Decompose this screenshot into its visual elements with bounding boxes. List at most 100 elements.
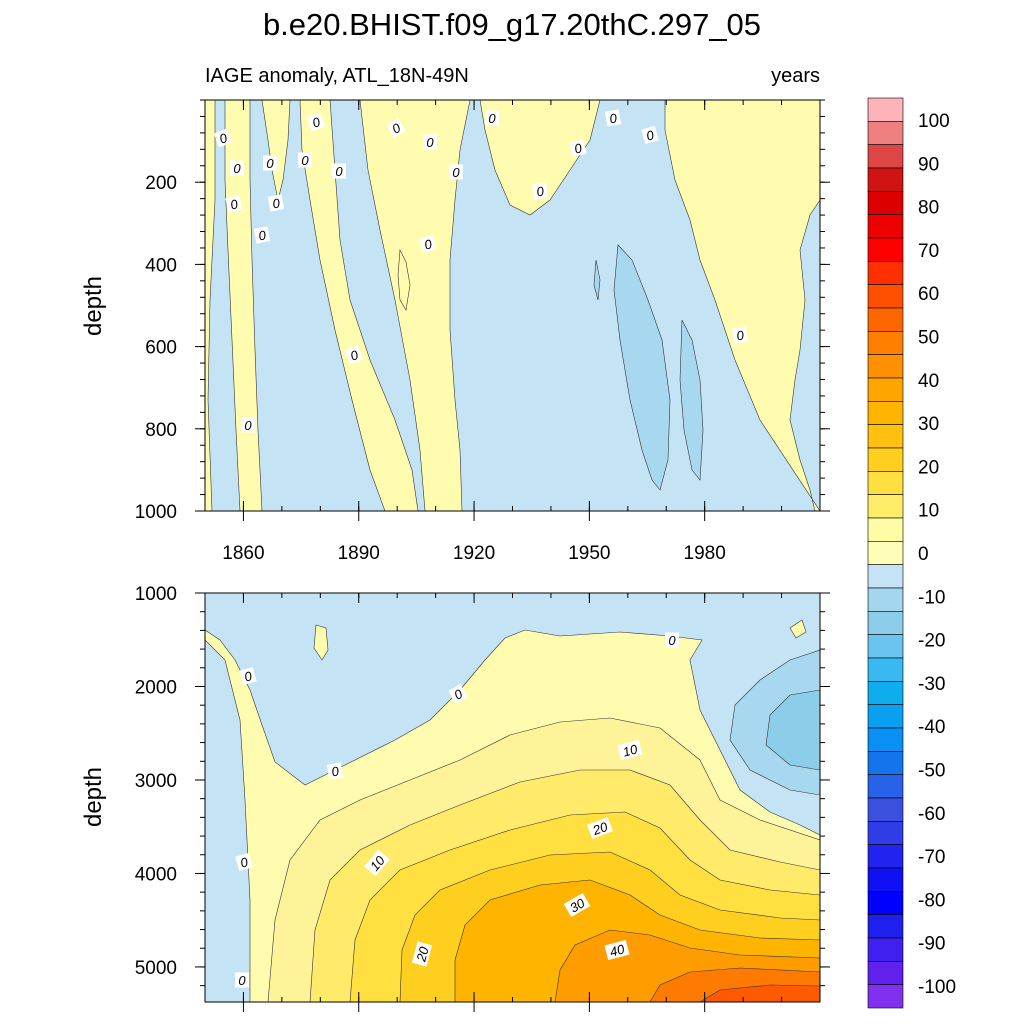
contour-label: 0 — [604, 109, 622, 127]
upper-warm-band-4 — [205, 100, 216, 511]
x-tick-label-4: 1980 — [684, 543, 726, 564]
colorbar-label-5: 50 — [918, 328, 939, 349]
colorbar-swatch — [867, 751, 904, 775]
colorbar-swatch — [867, 541, 904, 565]
svg-text:0: 0 — [535, 183, 545, 199]
svg-text:40: 40 — [608, 941, 627, 959]
svg-text:0: 0 — [645, 127, 657, 144]
colorbar-swatch — [867, 704, 904, 729]
x-tick-label-2: 1920 — [453, 543, 495, 564]
contour-label: 10 — [364, 849, 390, 877]
svg-text:0: 0 — [271, 195, 281, 211]
contour-label: 0 — [326, 762, 344, 780]
x-tick-label-1: 1890 — [338, 543, 380, 564]
colorbar-swatch — [867, 97, 904, 122]
colorbar-label-18: -80 — [918, 890, 945, 911]
upper-y-tick-label-3: 800 — [145, 420, 177, 441]
lower-warm-islet-1 — [313, 624, 329, 661]
contour-label: 0 — [241, 417, 255, 433]
colorbar-swatch — [867, 587, 904, 612]
upper-y-tick-label-0: 200 — [145, 173, 177, 194]
colorbar-swatch — [867, 821, 904, 845]
chart-title: b.e20.BHIST.f09_g17.20thC.297_05 — [263, 7, 761, 42]
lower-y-tick-label-4: 5000 — [135, 958, 177, 979]
colorbar-label-11: -10 — [918, 587, 945, 608]
colorbar-swatch — [867, 611, 904, 635]
upper-axis-ticks — [195, 99, 830, 521]
colorbar-label-7: 30 — [918, 414, 939, 435]
lower-band-45 — [699, 984, 820, 1002]
contour-label: 0 — [531, 182, 549, 200]
contour-label: 0 — [641, 125, 659, 145]
contour-label: 0 — [298, 152, 312, 168]
colorbar-swatch — [867, 867, 904, 892]
upper-warm-region-right — [664, 100, 820, 511]
svg-text:0: 0 — [257, 227, 267, 243]
colorbar-label-20: -100 — [918, 977, 956, 998]
x-tick-label-0: 1860 — [222, 543, 264, 564]
colorbar-swatch — [867, 727, 904, 752]
colorbar-swatch — [867, 354, 904, 379]
upper-y-tick-label-1: 400 — [145, 255, 177, 276]
colorbar-swatch — [867, 494, 904, 519]
colorbar-swatch — [867, 657, 904, 682]
contour-label: 40 — [604, 939, 630, 961]
contour-label: 0 — [239, 666, 257, 686]
colorbar-swatch — [867, 517, 904, 542]
colorbar-label-14: -40 — [918, 717, 945, 738]
contour-label: 0 — [449, 164, 463, 180]
svg-text:0: 0 — [608, 110, 618, 126]
contour-label: 0 — [263, 155, 277, 171]
colorbar-swatch — [867, 447, 904, 472]
colorbar-swatch — [867, 284, 904, 309]
colorbar-label-10: 0 — [918, 544, 929, 565]
colorbar-swatch — [867, 167, 904, 192]
colorbar-label-17: -70 — [918, 847, 945, 868]
contour-label: 0 — [386, 118, 406, 138]
svg-text:0: 0 — [668, 633, 676, 648]
colorbar-swatch — [867, 797, 904, 822]
contour-label: 0 — [423, 134, 437, 150]
upper-cool-pocket-2 — [679, 319, 704, 481]
svg-text:0: 0 — [452, 165, 460, 180]
svg-text:0: 0 — [573, 140, 585, 157]
colorbar: 1009080706050403020100-10-20-30-40-50-60… — [867, 97, 956, 1009]
colorbar-swatch — [867, 261, 904, 285]
colorbar-swatch — [867, 984, 904, 1009]
contour-label: 0 — [665, 632, 679, 648]
contour-label: 0 — [235, 972, 249, 988]
upper-cool-pocket-3 — [593, 259, 601, 301]
svg-text:20: 20 — [590, 819, 610, 839]
contour-label: 0 — [306, 112, 326, 132]
colorbar-label-0: 100 — [918, 111, 950, 132]
contour-label: 0 — [485, 110, 499, 126]
colorbar-swatch — [867, 564, 904, 589]
upper-warm-strip-mid — [479, 100, 601, 216]
svg-text:0: 0 — [244, 418, 252, 433]
svg-text:0: 0 — [335, 164, 343, 179]
panel-left-title: IAGE anomaly, ATL_18N-49N — [205, 65, 469, 87]
colorbar-label-12: -20 — [918, 631, 945, 652]
contour-label: 0 — [448, 684, 468, 704]
colorbar-swatch — [867, 191, 904, 215]
colorbar-label-19: -90 — [918, 934, 945, 955]
colorbar-swatch — [867, 214, 904, 239]
colorbar-swatch — [867, 471, 904, 495]
contour-label: 0 — [213, 128, 233, 148]
contour-label: 0 — [569, 138, 587, 158]
svg-text:0: 0 — [238, 973, 246, 988]
colorbar-label-9: 10 — [918, 501, 939, 522]
colorbar-swatch — [867, 377, 904, 402]
colorbar-swatch — [867, 634, 904, 659]
colorbar-swatch — [867, 681, 904, 705]
colorbar-swatch — [867, 331, 904, 355]
contour-label: 0 — [267, 194, 285, 212]
svg-text:0: 0 — [488, 111, 496, 126]
svg-text:0: 0 — [301, 153, 309, 168]
contour-label: 0 — [344, 345, 364, 365]
lower-warm-islet-2 — [789, 619, 807, 639]
colorbar-label-2: 80 — [918, 198, 939, 219]
contour-label: 0 — [235, 852, 253, 872]
